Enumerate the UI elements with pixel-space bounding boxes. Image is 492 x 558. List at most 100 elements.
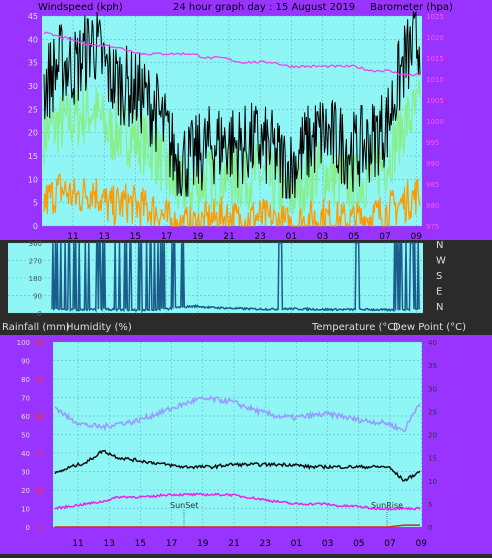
humidity-y-tick: 40 — [21, 450, 30, 458]
dir-y-tick: 0 — [38, 310, 42, 318]
barometer-y-tick: 975 — [426, 223, 439, 231]
lower-x-tick: 01 — [291, 539, 302, 549]
humidity-y-tick: 20 — [21, 487, 30, 495]
wind-x-tick: 23 — [254, 232, 265, 242]
dir-y-tick: 90 — [33, 293, 42, 301]
rainfall-y-tick: 20 — [35, 450, 44, 458]
rainfall-axis-label: Rainfall (mm) — [2, 322, 70, 333]
barometer-y-tick: 1025 — [426, 13, 444, 21]
dir-y-tick: 180 — [29, 275, 42, 283]
lower-x-tick: 05 — [353, 539, 364, 549]
humidity-y-tick: 10 — [21, 506, 30, 514]
lower-x-tick: 15 — [135, 539, 146, 549]
lower-x-tick: 23 — [259, 539, 270, 549]
temperature-y-tick: 15 — [428, 455, 437, 463]
wind-axis-label: Windspeed (kph) — [38, 2, 123, 13]
temperature-y-tick: 25 — [428, 408, 437, 416]
humidity-y-tick: 90 — [21, 358, 30, 366]
rainfall-y-tick: 10 — [35, 487, 44, 495]
dir-y-tick: 270 — [29, 258, 42, 266]
wind-x-tick: 07 — [379, 232, 390, 242]
temperature-y-tick: 30 — [428, 385, 437, 393]
lower-x-tick: 13 — [103, 539, 114, 549]
wind-x-tick: 01 — [286, 232, 297, 242]
wind-x-tick: 11 — [67, 232, 78, 242]
lower-x-tick: 19 — [197, 539, 209, 549]
barometer-y-tick: 1005 — [426, 97, 444, 105]
compass-label: N — [436, 240, 443, 251]
barometer-y-tick: 1000 — [426, 118, 444, 126]
barometer-y-tick: 990 — [426, 160, 439, 168]
rainfall-y-tick: 0 — [40, 524, 44, 532]
barometer-y-tick: 985 — [426, 181, 439, 189]
humidity-line — [54, 395, 421, 433]
dir-y-tick: 360 — [29, 240, 42, 248]
wind-y-tick: 25 — [28, 105, 38, 114]
sunrise-label: SunRise — [371, 501, 403, 510]
wind-x-tick: 15 — [130, 232, 141, 242]
humidity-y-tick: 50 — [21, 432, 30, 440]
wind-x-tick: 17 — [161, 232, 172, 242]
barometer-y-tick: 1010 — [426, 76, 444, 84]
wind-speed-line — [43, 79, 421, 217]
humidity-y-tick: 100 — [17, 339, 30, 347]
compass-label: S — [436, 271, 442, 282]
barometer-y-tick: 995 — [426, 139, 439, 147]
lower-x-tick: 03 — [322, 539, 333, 549]
barometer-line — [43, 31, 421, 77]
temperature-y-tick: 40 — [428, 339, 437, 347]
rainfall-y-tick: 50 — [35, 339, 44, 347]
wind-low-line — [43, 172, 421, 228]
compass-label: N — [436, 302, 443, 313]
compass-label: E — [436, 287, 442, 298]
wind-x-tick: 19 — [192, 232, 204, 242]
wind-y-tick: 35 — [28, 59, 38, 68]
wind-x-tick: 03 — [317, 232, 328, 242]
temperature-y-tick: 10 — [428, 478, 437, 486]
lower-x-tick: 07 — [384, 539, 395, 549]
rainfall-y-tick: 30 — [35, 413, 44, 421]
lower-x-tick: 17 — [166, 539, 177, 549]
wind-y-tick: 5 — [33, 199, 38, 208]
barometer-y-tick: 1020 — [426, 34, 444, 42]
temperature-y-tick: 0 — [428, 524, 432, 532]
humidity-axis-label: Humidity (%) — [66, 322, 132, 333]
wind-gust-line — [43, 10, 421, 199]
lower-x-tick: 11 — [72, 539, 83, 549]
wind-x-tick: 05 — [348, 232, 359, 242]
wind-x-tick: 13 — [98, 232, 109, 242]
humidity-y-tick: 0 — [26, 524, 30, 532]
graph-title: 24 hour graph day : 15 August 2019 — [173, 2, 355, 13]
sunset-label: SunSet — [170, 501, 198, 510]
rainfall-y-tick: 40 — [35, 376, 44, 384]
temperature-y-tick: 35 — [428, 362, 437, 370]
humidity-y-tick: 70 — [21, 395, 30, 403]
temperature-axis-label: Temperature (°C) — [311, 322, 398, 333]
compass-label: W — [436, 256, 446, 267]
wind-direction-line — [51, 242, 421, 314]
dewpoint-axis-label: Dew Point (°C) — [393, 322, 466, 333]
wind-y-tick: 30 — [28, 82, 38, 91]
humidity-y-tick: 60 — [21, 413, 30, 421]
barometer-y-tick: 980 — [426, 202, 439, 210]
wind-x-tick: 09 — [410, 232, 422, 242]
wind-x-tick: 21 — [223, 232, 234, 242]
dewpoint-line — [54, 492, 421, 512]
lower-x-tick: 09 — [415, 539, 427, 549]
lower-x-tick: 21 — [228, 539, 239, 549]
wind-y-tick: 40 — [28, 35, 38, 44]
temperature-line — [54, 449, 421, 482]
wind-y-tick: 0 — [33, 222, 38, 231]
wind-y-tick: 10 — [28, 175, 38, 184]
barometer-axis-label: Barometer (hpa) — [370, 2, 453, 13]
rainfall-line — [55, 524, 420, 528]
temperature-y-tick: 5 — [428, 501, 432, 509]
temperature-y-tick: 20 — [428, 432, 437, 440]
humidity-y-tick: 30 — [21, 469, 30, 477]
wind-y-tick: 45 — [28, 12, 38, 21]
barometer-y-tick: 1015 — [426, 55, 444, 63]
wind-y-tick: 15 — [28, 152, 38, 161]
wind-y-tick: 20 — [28, 129, 38, 138]
humidity-y-tick: 80 — [21, 376, 30, 384]
